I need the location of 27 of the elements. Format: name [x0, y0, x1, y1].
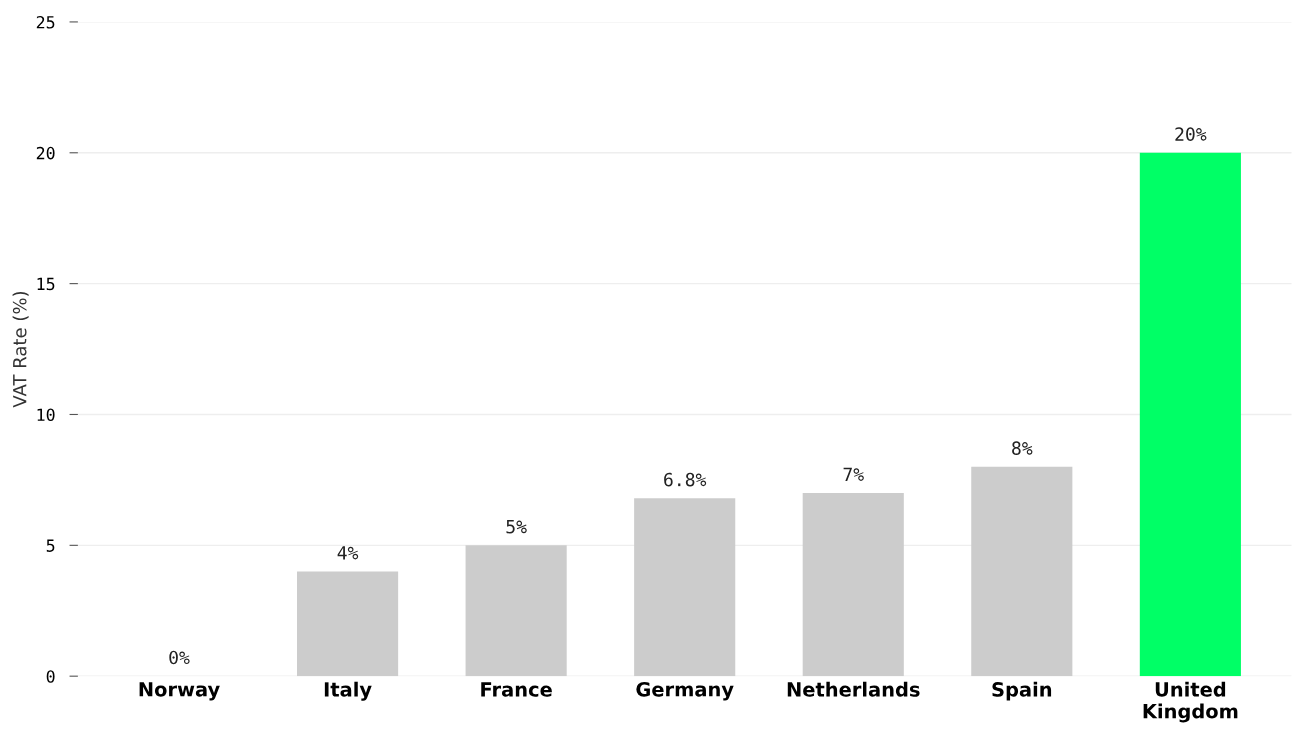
x-tick-label: United Kingdom: [1143, 681, 1238, 723]
data-label: 5%: [506, 520, 527, 534]
y-tick-label: 25: [36, 15, 55, 29]
y-tick-label: 20: [36, 146, 55, 160]
y-tick-label: 10: [37, 408, 55, 422]
bar: [802, 492, 904, 677]
x-tick-label: Norway: [139, 682, 220, 701]
y-tick-label: 0: [46, 670, 55, 683]
bar: [297, 571, 399, 677]
x-tick-label: Italy: [324, 681, 372, 701]
x-tick-label: France: [481, 682, 552, 697]
bar: [1139, 152, 1241, 677]
data-label: 20%: [1175, 127, 1207, 141]
bar: [465, 545, 567, 677]
y-axis-title: VAT Rate (%): [12, 291, 29, 408]
data-label: 4%: [337, 546, 359, 560]
data-label: 0%: [169, 650, 190, 665]
data-label: 8%: [1012, 441, 1033, 455]
x-tick-label: Spain: [992, 681, 1052, 701]
y-tick-label: 15: [37, 277, 55, 291]
x-tick-label: Germany: [636, 681, 734, 701]
bar: [634, 498, 736, 677]
data-label: 6.8%: [664, 472, 707, 487]
data-label: 7%: [843, 467, 864, 481]
x-tick-label: Netherlands: [787, 681, 920, 697]
y-tick-label: 5: [46, 539, 55, 552]
bar: [971, 466, 1073, 677]
